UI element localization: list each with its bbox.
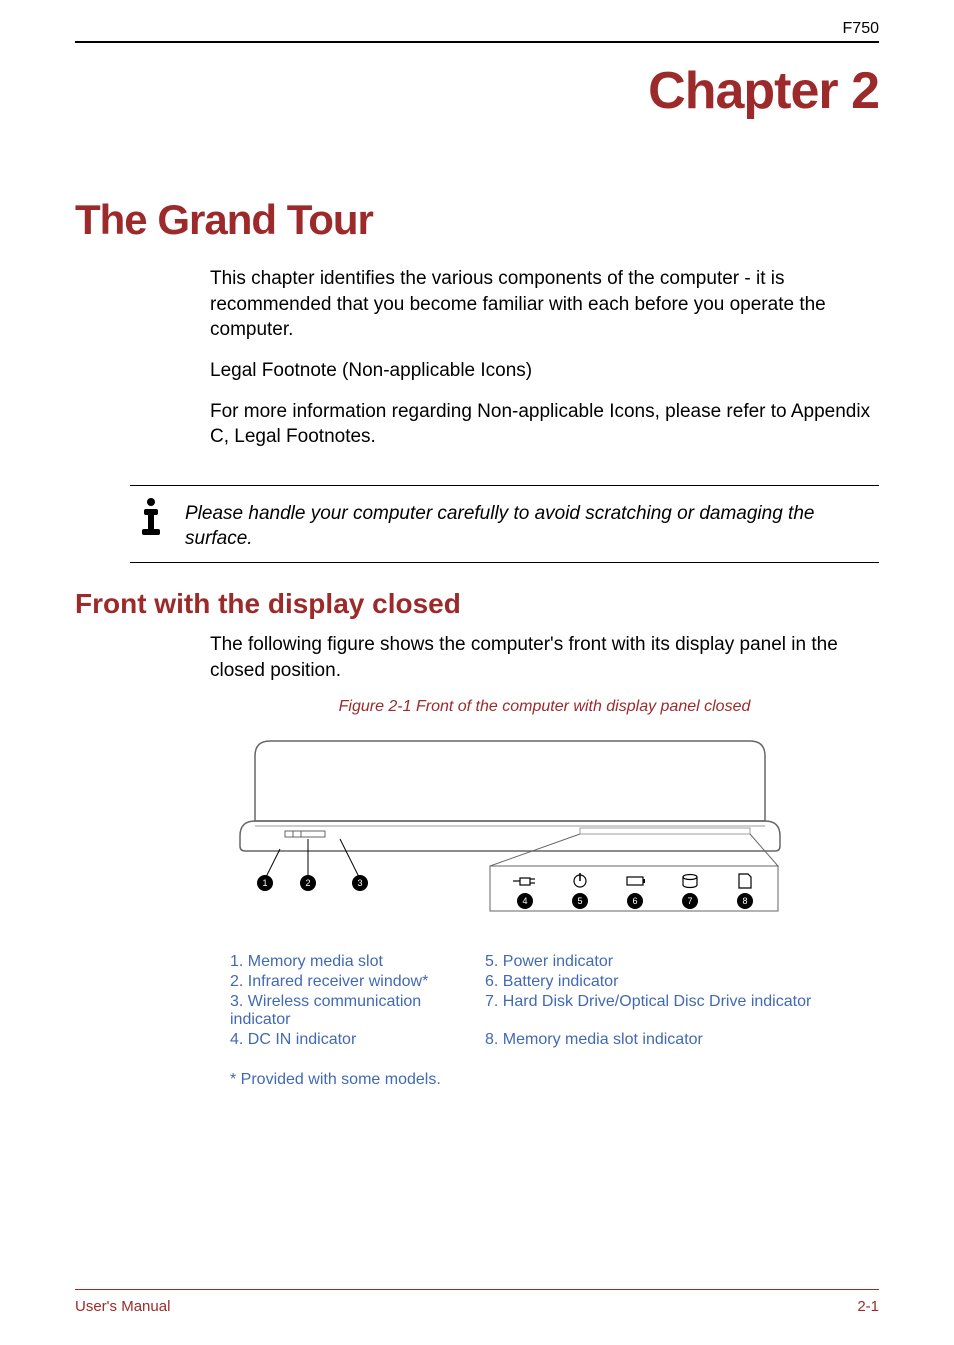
note-text: Please handle your computer carefully to… — [185, 496, 879, 552]
legend-item-3: 3. Wireless communication indicator — [230, 993, 470, 1029]
footer-left: User's Manual — [75, 1298, 170, 1315]
legend-item-1: 1. Memory media slot — [230, 953, 470, 971]
svg-text:7: 7 — [687, 896, 692, 906]
svg-text:2: 2 — [305, 878, 310, 888]
figure-diagram: 1 2 3 — [230, 731, 790, 931]
note-block: Please handle your computer carefully to… — [130, 485, 879, 563]
svg-text:3: 3 — [357, 878, 362, 888]
legend-grid: 1. Memory media slot 5. Power indicator … — [230, 953, 879, 1049]
svg-text:4: 4 — [522, 896, 527, 906]
intro-paragraph: This chapter identifies the various comp… — [210, 266, 879, 343]
svg-text:6: 6 — [632, 896, 637, 906]
legend-item-2: 2. Infrared receiver window* — [230, 973, 470, 991]
legend-item-7: 7. Hard Disk Drive/Optical Disc Drive in… — [485, 993, 879, 1029]
subsection-title: Front with the display closed — [75, 588, 879, 620]
legend-item-6: 6. Battery indicator — [485, 973, 879, 991]
note-rule-bottom — [130, 562, 879, 563]
legend-item-8: 8. Memory media slot indicator — [485, 1031, 879, 1049]
page-footer: User's Manual 2-1 — [75, 1289, 879, 1315]
footer-rule — [75, 1289, 879, 1290]
model-label: F750 — [75, 20, 879, 38]
info-icon — [130, 496, 185, 543]
subsection-intro: The following figure shows the computer'… — [210, 632, 879, 683]
chapter-title: Chapter 2 — [75, 61, 879, 121]
legend-item-4: 4. DC IN indicator — [230, 1031, 470, 1049]
svg-text:5: 5 — [577, 896, 582, 906]
legend-footnote: * Provided with some models. — [230, 1071, 879, 1089]
svg-text:1: 1 — [262, 878, 267, 888]
legal-footnote-heading: Legal Footnote (Non-applicable Icons) — [210, 358, 879, 384]
section-title: The Grand Tour — [75, 196, 879, 244]
svg-text:8: 8 — [742, 896, 747, 906]
legend-item-5: 5. Power indicator — [485, 953, 879, 971]
figure-caption: Figure 2-1 Front of the computer with di… — [210, 698, 879, 716]
top-rule — [75, 41, 879, 43]
footer-right: 2-1 — [857, 1298, 879, 1315]
legal-footnote-text: For more information regarding Non-appli… — [210, 399, 879, 450]
